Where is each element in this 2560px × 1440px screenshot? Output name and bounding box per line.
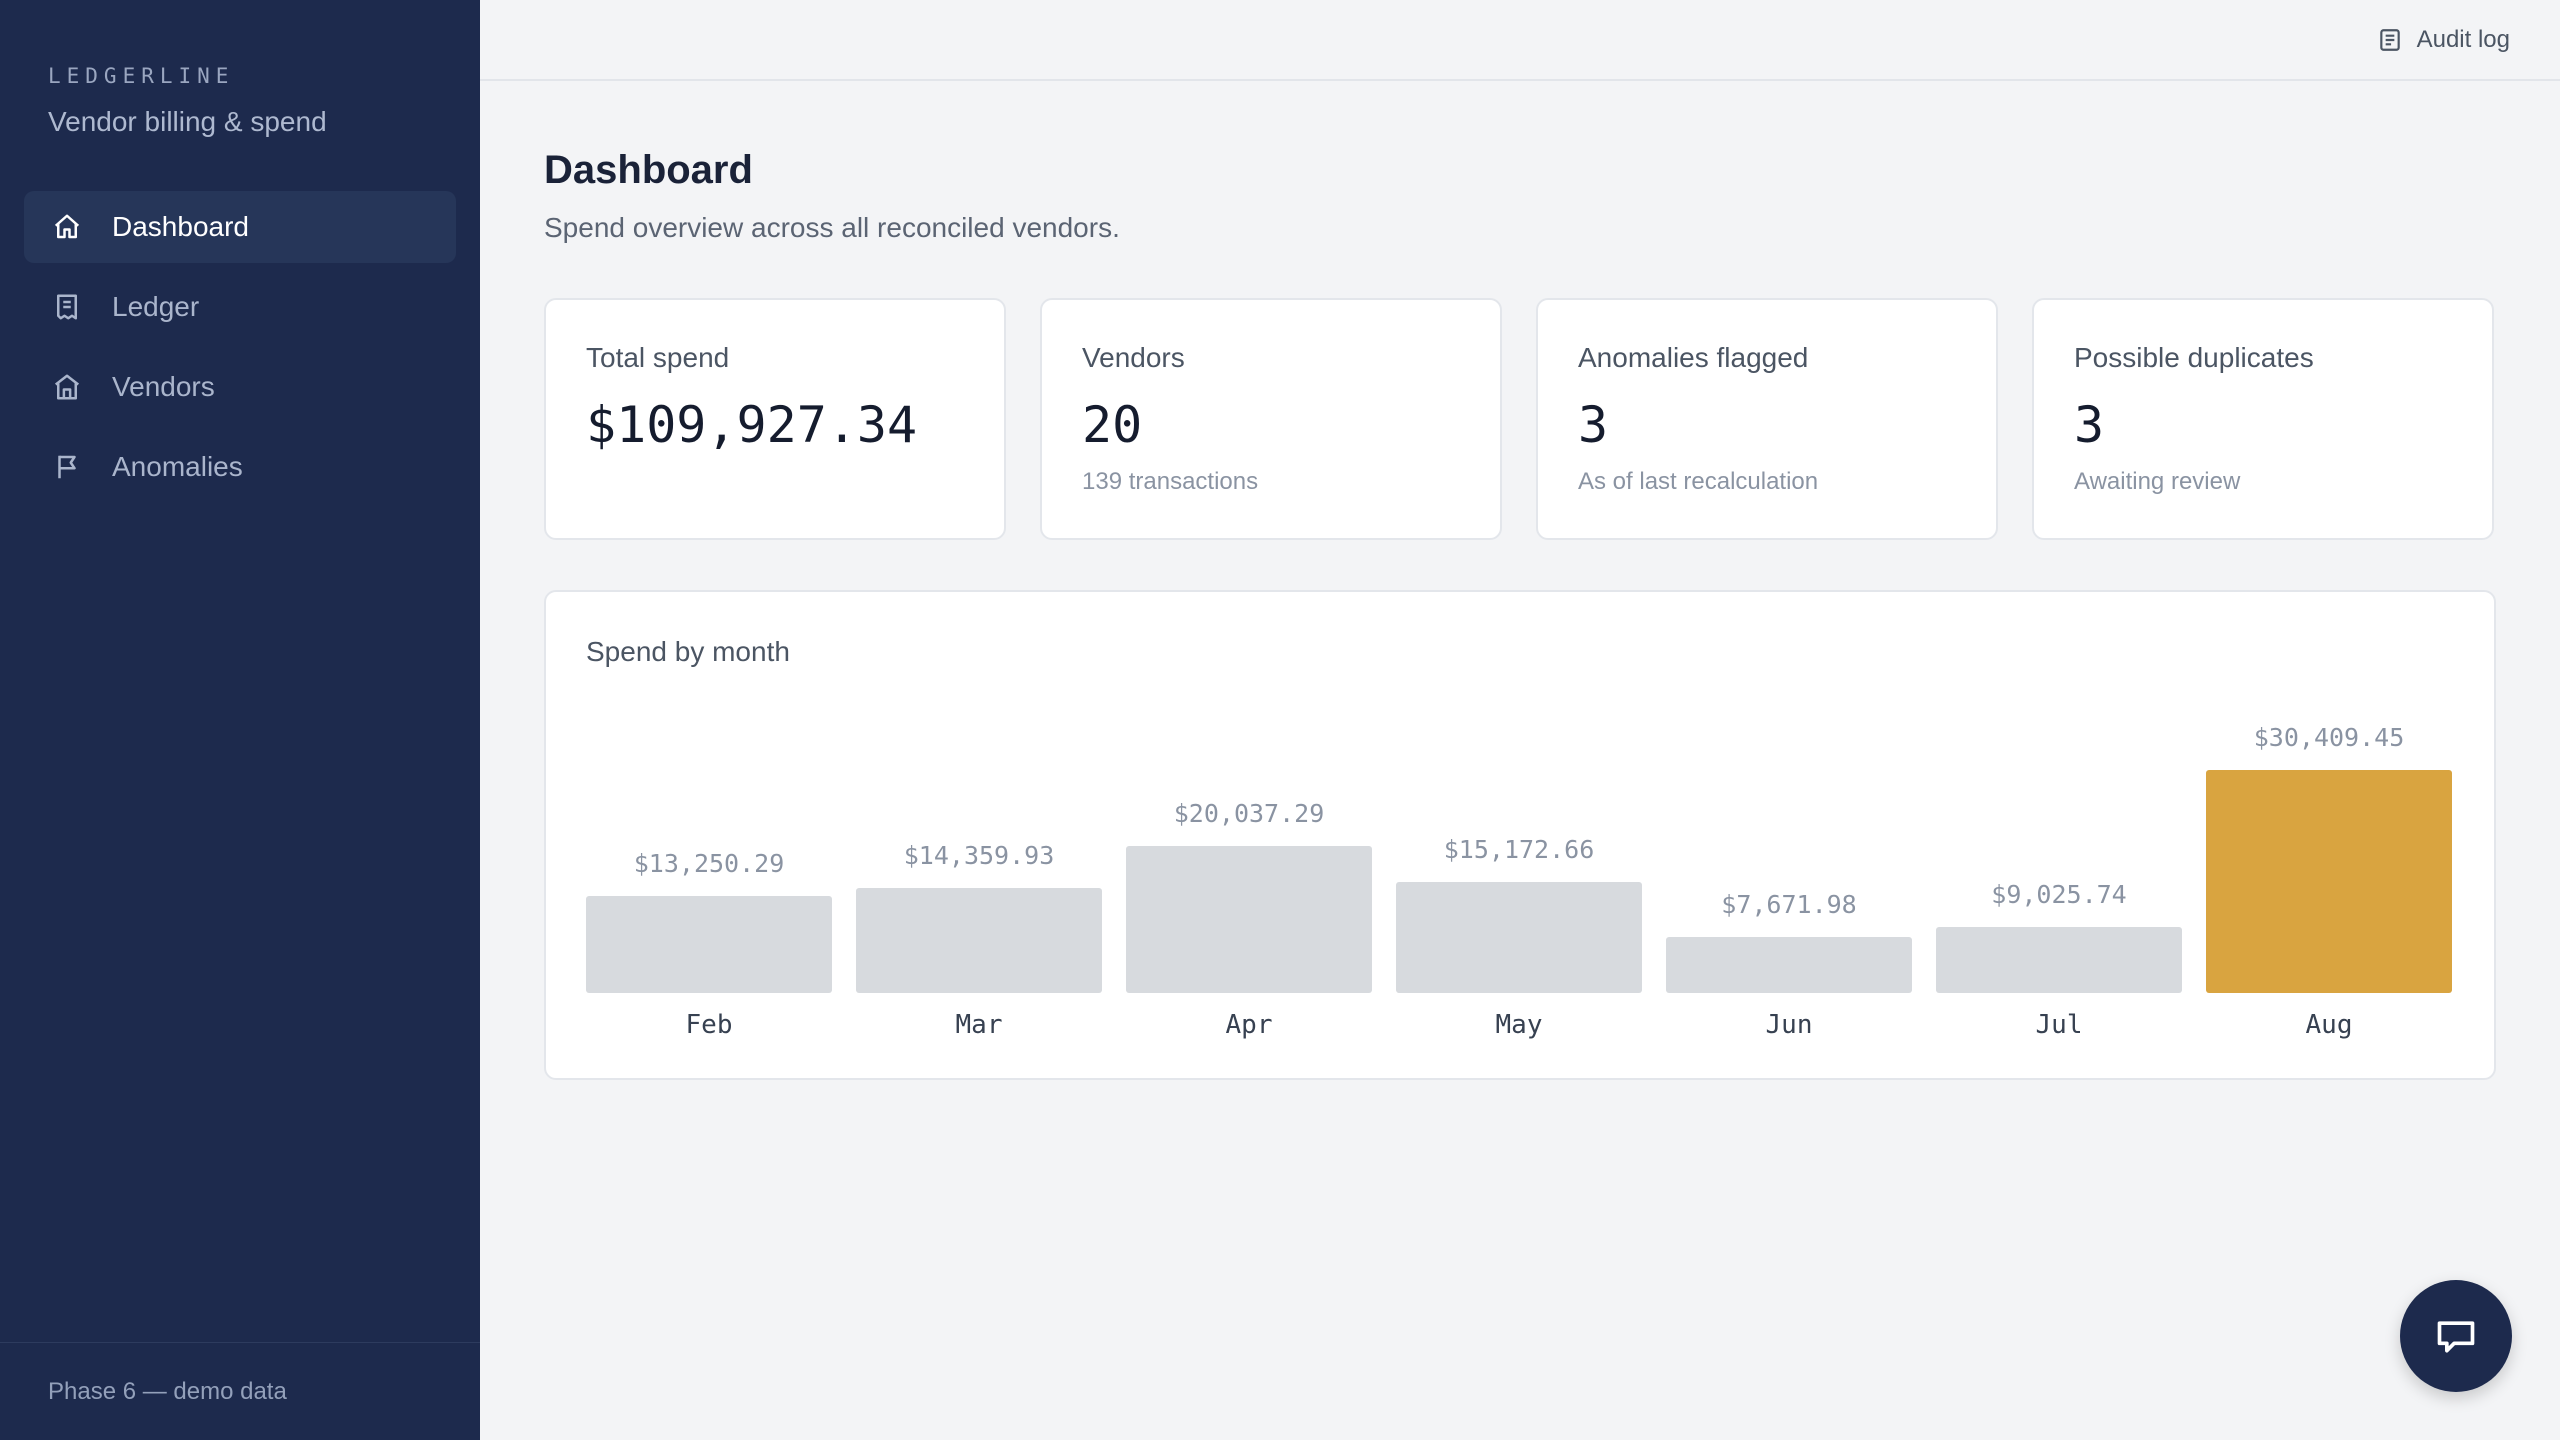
sidebar: LEDGERLINE Vendor billing & spend Dashbo… [0, 0, 480, 1440]
audit-log-label: Audit log [2416, 26, 2510, 53]
stat-card-anomalies: Anomalies flagged 3 As of last recalcula… [1536, 298, 1998, 540]
chart-bar-apr [1126, 846, 1372, 993]
sidebar-item-label: Dashboard [112, 211, 249, 242]
document-list-icon [2379, 29, 2400, 51]
sidebar-item-dashboard[interactable]: Dashboard [24, 191, 456, 263]
chart-bar-aug [2206, 770, 2452, 993]
brand-subtitle: Vendor billing & spend [48, 106, 327, 137]
page-subtitle: Spend overview across all reconciled ven… [544, 212, 1120, 243]
chart-category-label: Feb [686, 1010, 733, 1040]
footer-text: Phase 6 — demo data [48, 1377, 287, 1405]
chart-value-label: $13,250.29 [634, 849, 785, 878]
chart-value-label: $9,025.74 [1991, 880, 2126, 909]
sidebar-nav: Dashboard Ledger Vendors Anomalies [24, 191, 456, 511]
store-icon [52, 372, 82, 402]
stat-card-duplicates: Possible duplicates 3 Awaiting review [2032, 298, 2494, 540]
sidebar-item-label: Anomalies [112, 451, 243, 482]
brand-name: LEDGERLINE [48, 64, 235, 88]
chart-value-label: $7,671.98 [1721, 890, 1856, 919]
sidebar-footer: Phase 6 — demo data [0, 1342, 480, 1440]
chart-bar-jun [1666, 937, 1912, 993]
chat-button[interactable] [2400, 1280, 2512, 1392]
top-bar: Audit log [480, 0, 2560, 81]
stat-label: Possible duplicates [2074, 342, 2314, 373]
brand: LEDGERLINE Vendor billing & spend [48, 64, 327, 138]
stat-value: $109,927.34 [586, 396, 918, 454]
page-title: Dashboard [544, 148, 753, 192]
chart-category-label: May [1496, 1010, 1543, 1040]
stat-value: 3 [2074, 396, 2105, 454]
stat-card-total-spend: Total spend $109,927.34 [544, 298, 1006, 540]
chart-value-label: $30,409.45 [2254, 723, 2405, 752]
chart-bar-jul [1936, 927, 2182, 993]
chart-category-label: Apr [1226, 1010, 1273, 1040]
chart-bar-may [1396, 882, 1642, 993]
sidebar-item-label: Ledger [112, 291, 200, 322]
chart-category-label: Aug [2306, 1010, 2353, 1040]
stat-label: Anomalies flagged [1578, 342, 1809, 373]
stat-value: 3 [1578, 396, 1609, 454]
spend-chart-panel: Spend by month $13,250.29 Feb $14,359.93 Ma… [544, 590, 2496, 1080]
stat-label: Total spend [586, 342, 730, 373]
home-icon [52, 212, 82, 242]
stat-value: 20 [1082, 396, 1143, 454]
receipt-icon [52, 292, 82, 322]
stat-label: Vendors [1082, 342, 1185, 373]
chart-value-label: $15,172.66 [1444, 835, 1595, 864]
stat-note: 139 transactions [1082, 468, 1259, 495]
chart-bar-feb [586, 896, 832, 993]
flag-icon [52, 452, 82, 482]
audit-log-link[interactable]: Audit log [2377, 22, 2510, 58]
chart-value-label: $14,359.93 [904, 841, 1055, 870]
spend-by-month-chart: $13,250.29 Feb $14,359.93 Mar $20,037.29 Apr $… [586, 723, 2452, 1040]
chart-title: Spend by month [586, 636, 790, 667]
chart-bar-mar [856, 888, 1102, 993]
sidebar-item-vendors[interactable]: Vendors [24, 351, 456, 423]
stat-card-vendors: Vendors 20 139 transactions [1040, 298, 1502, 540]
chart-category-label: Jun [1766, 1010, 1813, 1040]
chart-category-label: Mar [956, 1010, 1003, 1040]
summary-cards: Total spend $109,927.34 Vendors 20 139 t… [544, 298, 2496, 540]
chart-value-label: $20,037.29 [1174, 799, 1325, 828]
stat-note: Awaiting review [2074, 468, 2241, 495]
sidebar-item-anomalies[interactable]: Anomalies [24, 431, 456, 503]
sidebar-item-ledger[interactable]: Ledger [24, 271, 456, 343]
chat-bubble-icon [2437, 1321, 2475, 1353]
stat-note: As of last recalculation [1578, 468, 1819, 495]
chart-category-label: Jul [2036, 1010, 2083, 1040]
sidebar-item-label: Vendors [112, 371, 215, 402]
